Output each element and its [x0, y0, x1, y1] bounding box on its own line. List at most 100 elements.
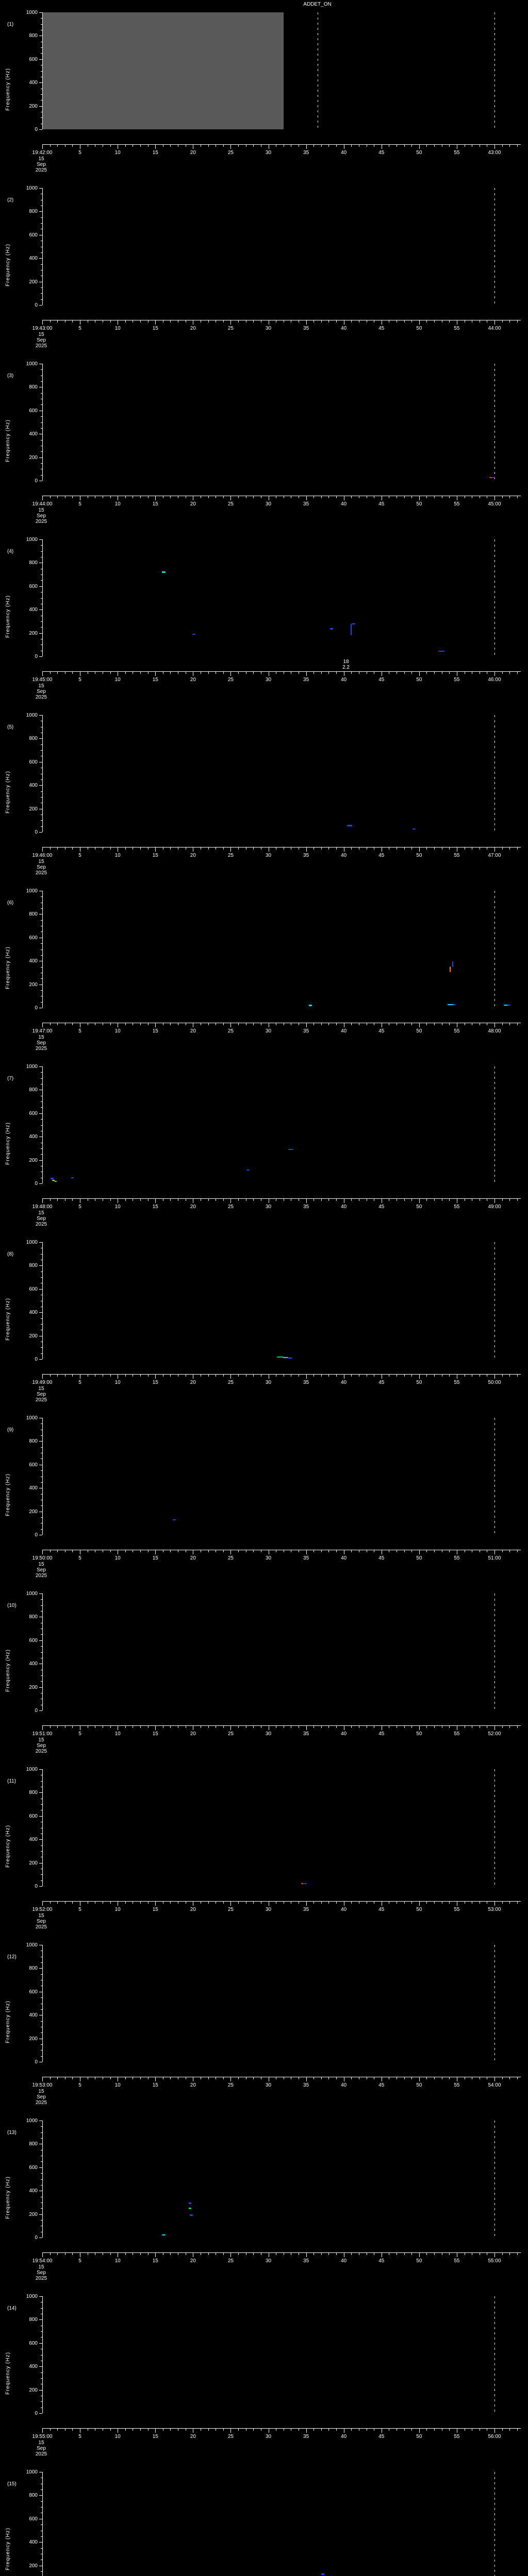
- panel-index-label: (3): [7, 373, 14, 379]
- x-tick: [449, 1726, 450, 1728]
- x-tick-label: 55: [454, 1204, 460, 1210]
- x-tick-label: 10: [114, 2258, 121, 2264]
- x-tick: [509, 1199, 510, 1201]
- x-tick: [230, 1550, 232, 1554]
- x-tick: [321, 2253, 322, 2255]
- spectrogram-panel: (10) Frequency (Hz) 0 200 400 600 800 1000 19:51…: [0, 1581, 528, 1757]
- x-tick: [253, 1375, 254, 1377]
- x-tick: [50, 848, 51, 850]
- y-tick-label: 200: [29, 2387, 38, 2393]
- frequency-axis-label: Frequency (Hz): [5, 68, 11, 111]
- x-tick: [125, 2429, 126, 2431]
- x-tick: [170, 672, 171, 674]
- x-tick: [351, 672, 352, 674]
- y-tick-label: 200: [29, 1860, 38, 1866]
- y-tick-label: 0: [35, 127, 38, 132]
- y-axis: [42, 188, 43, 305]
- x-tick-label: 30: [265, 677, 272, 683]
- x-tick: [411, 2429, 412, 2431]
- x-tick-label: 45: [378, 1380, 385, 1385]
- x-tick-label: 19:50:00: [32, 1555, 53, 1561]
- x-tick: [509, 1902, 510, 1904]
- x-tick: [140, 1902, 141, 1904]
- y-tick: [41, 621, 42, 622]
- x-tick: [449, 1375, 450, 1377]
- y-tick-label: 600: [29, 1813, 38, 1819]
- y-tick-label: 1000: [26, 888, 38, 894]
- y-tick-label: 200: [29, 2036, 38, 2042]
- y-tick: [39, 1183, 42, 1184]
- x-tick: [404, 496, 405, 498]
- x-tick: [170, 2253, 171, 2255]
- x-tick-label: 54:00: [488, 2082, 501, 2088]
- detection-mark: [162, 2234, 166, 2236]
- y-tick: [39, 715, 42, 716]
- x-tick: [419, 1199, 420, 1203]
- date-label: 2025: [35, 1222, 47, 1227]
- y-tick: [41, 627, 42, 628]
- y-tick: [41, 299, 42, 300]
- x-tick-label: 15: [152, 1028, 158, 1034]
- y-tick: [39, 12, 42, 13]
- frequency-axis-label: Frequency (Hz): [5, 2176, 11, 2219]
- y-tick: [41, 369, 42, 370]
- x-tick: [223, 1199, 224, 1201]
- x-tick-label: 45: [378, 1555, 385, 1561]
- x-tick: [72, 848, 73, 850]
- x-tick: [155, 2253, 156, 2257]
- detection-mark: [448, 1004, 454, 1005]
- x-tick: [434, 2253, 435, 2255]
- x-tick: [336, 672, 337, 674]
- x-tick: [42, 1726, 43, 1730]
- y-tick: [41, 2173, 42, 2174]
- x-tick: [411, 1375, 412, 1377]
- y-tick: [41, 990, 42, 991]
- x-tick: [336, 1199, 337, 1201]
- x-tick: [502, 2429, 503, 2431]
- date-label: 15: [38, 1562, 44, 1567]
- x-tick-label: 19:44:00: [32, 501, 53, 507]
- x-tick-label: 25: [227, 677, 234, 683]
- x-tick: [140, 1375, 141, 1377]
- x-tick: [110, 672, 111, 674]
- x-tick-label: 10: [114, 150, 121, 156]
- x-tick: [253, 2253, 254, 2255]
- y-tick: [41, 1845, 42, 1846]
- x-tick: [411, 320, 412, 323]
- x-tick: [411, 1902, 412, 1904]
- x-tick: [494, 496, 495, 500]
- y-tick: [39, 633, 42, 634]
- x-tick-label: 15: [152, 677, 158, 683]
- y-tick-label: 600: [29, 408, 38, 414]
- x-tick-label: 55: [454, 150, 460, 156]
- x-tick-label: 25: [227, 150, 234, 156]
- y-axis: [42, 12, 43, 129]
- frequency-axis-label: Frequency (Hz): [5, 595, 11, 638]
- date-label: 2025: [35, 1397, 47, 1403]
- x-tick: [230, 1375, 232, 1379]
- y-tick: [41, 71, 42, 72]
- date-label: Sep: [37, 513, 46, 519]
- panel-index-label: (9): [7, 1427, 14, 1433]
- y-tick: [41, 18, 42, 19]
- y-tick: [41, 1435, 42, 1436]
- x-tick-label: 15: [152, 2082, 158, 2088]
- y-tick: [39, 1359, 42, 1360]
- date-label: 15: [38, 156, 44, 162]
- x-tick: [238, 1550, 239, 1552]
- x-tick: [517, 2077, 518, 2079]
- x-tick: [434, 1902, 435, 1904]
- x-tick: [434, 1550, 435, 1552]
- y-axis: [42, 2121, 43, 2238]
- y-tick: [41, 217, 42, 218]
- detection-mark: [288, 1149, 294, 1150]
- x-tick: [110, 848, 111, 850]
- x-tick-label: 10: [114, 677, 121, 683]
- x-tick-label: 50: [416, 326, 422, 331]
- x-tick: [411, 2077, 412, 2079]
- date-label: 15: [38, 1737, 44, 1743]
- x-tick: [351, 145, 352, 147]
- x-tick-label: 20: [190, 2258, 196, 2264]
- x-tick: [351, 496, 352, 498]
- x-tick: [411, 1550, 412, 1552]
